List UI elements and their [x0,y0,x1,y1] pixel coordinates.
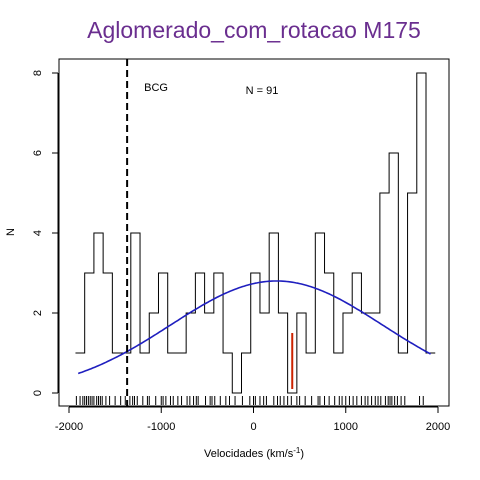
x-axis-label: Velocidades (km/s-1) [204,446,304,460]
histogram-bin [186,313,195,393]
histogram-bin [417,73,426,393]
histogram-bin [398,353,407,393]
histogram-bin [85,273,94,393]
histogram-bin [242,353,251,393]
histogram-bin [214,273,223,393]
histogram-bin [278,313,287,393]
x-tick-label: 0 [250,421,256,433]
histogram-bin [361,313,370,393]
plot-frame [58,58,450,407]
histogram-bin [426,353,435,393]
chart-title: Aglomerado_com_rotacao M175 [87,17,421,43]
y-axis-label: N [5,228,17,236]
y-tick-label: 4 [32,230,44,236]
histogram-bin [389,153,398,393]
x-tick-label: -1000 [147,421,175,433]
histogram-bin [149,313,158,393]
histogram-bin [306,353,315,393]
histogram-bin [195,273,204,393]
bcg-marker: BCG [126,59,168,406]
x-tick-label: 2000 [426,421,450,433]
rug-plot [75,396,424,405]
histogram-bin [343,313,352,393]
histogram-bin [352,273,361,393]
histogram-bin [380,193,389,393]
histogram-bin [269,233,278,393]
fit-curve [77,280,431,375]
x-axis-label-suffix: ) [300,448,304,460]
histogram-bin [371,313,380,393]
histogram-bin [140,353,149,393]
histogram-bin [94,233,103,393]
bcg-label: BCG [144,82,168,94]
histogram-bin [177,353,186,393]
y-tick-label: 0 [32,390,44,396]
x-axis: -2000 -1000 0 1000 2000 [55,406,450,433]
histogram-bin [408,193,417,393]
histogram-outline [75,72,436,394]
histogram-bin [260,313,269,393]
histogram-bin [131,233,140,393]
y-tick-label: 2 [32,310,44,316]
histogram-bin [103,273,112,393]
x-axis-label-main: Velocidades (km/s [204,448,294,460]
y-axis: 0 2 4 6 8 [32,70,59,396]
gaussian-fit [77,280,431,375]
histogram-bin [251,273,260,393]
histogram-bin [297,313,306,393]
count-annotation: N = 91 [246,85,279,97]
y-tick-label: 6 [32,150,44,156]
histogram-bin [168,353,177,393]
x-tick-label: 1000 [334,421,358,433]
histogram-bin [205,313,214,393]
histogram [75,72,436,394]
histogram-bin [158,273,167,393]
histogram-bin [315,233,324,393]
x-tick-label: -2000 [55,421,83,433]
histogram-bin [334,353,343,393]
histogram-bin [223,353,232,393]
x-axis-label-exponent: -1 [293,446,301,455]
y-tick-label: 8 [32,70,44,76]
histogram-bin [325,273,334,393]
